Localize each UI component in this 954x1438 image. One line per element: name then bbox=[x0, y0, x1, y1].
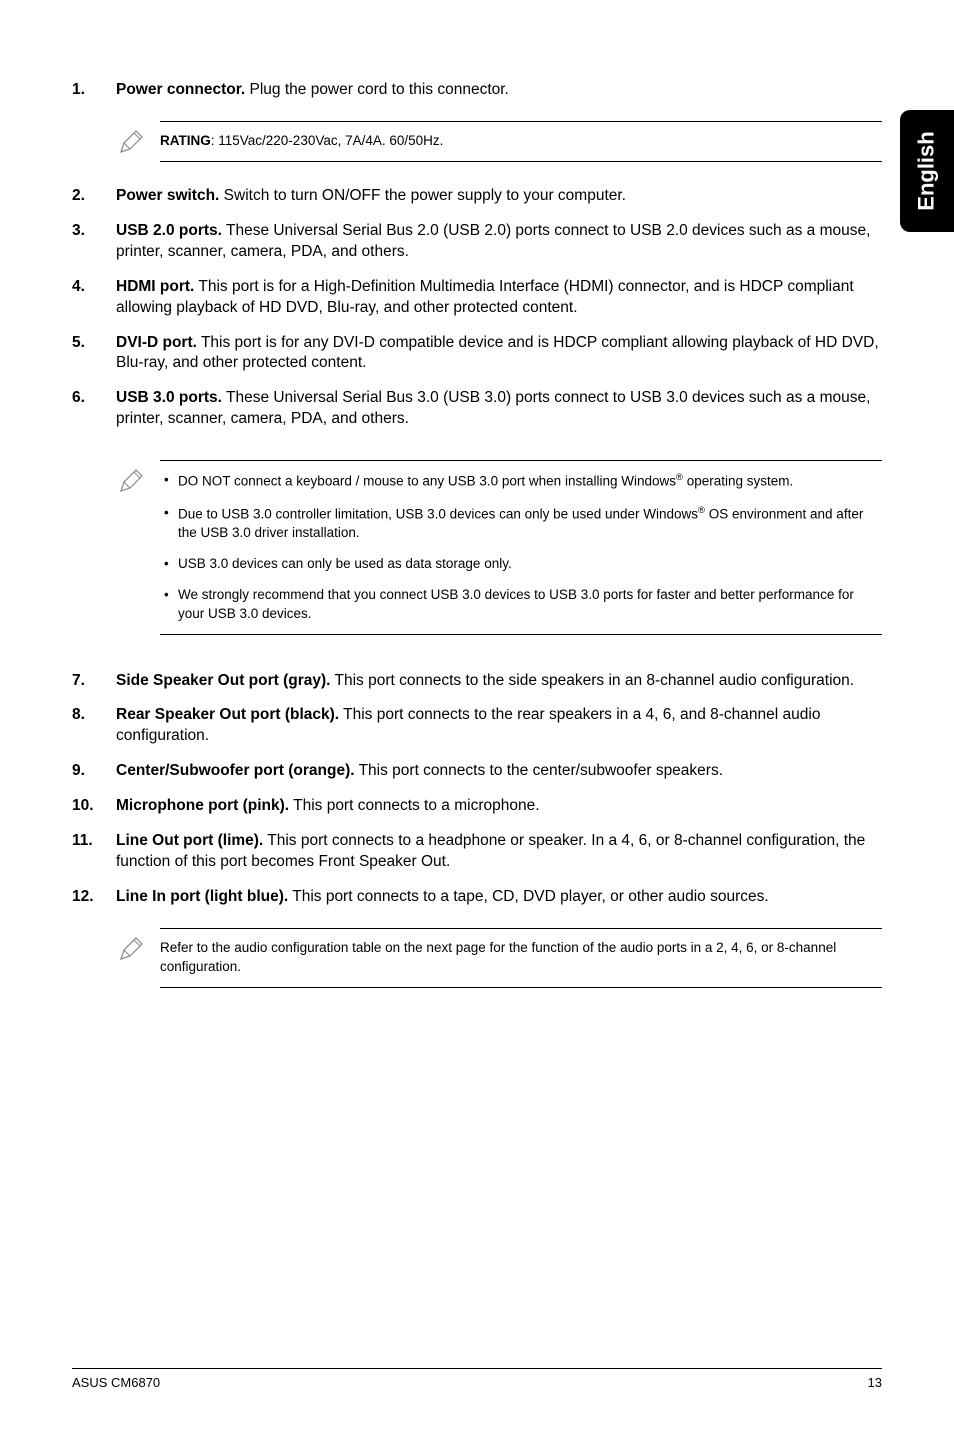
item-body: Line Out port (lime). This port connects… bbox=[116, 831, 882, 873]
list-item: 4. HDMI port. This port is for a High-De… bbox=[72, 277, 882, 319]
item-number: 5. bbox=[72, 333, 116, 375]
item-text: This port connects to a microphone. bbox=[289, 797, 539, 814]
language-tab: English bbox=[900, 110, 954, 232]
item-body: Power connector. Plug the power cord to … bbox=[116, 80, 882, 101]
item-body: USB 2.0 ports. These Universal Serial Bu… bbox=[116, 221, 882, 263]
item-text: Switch to turn ON/OFF the power supply t… bbox=[219, 187, 626, 204]
list-item: 1. Power connector. Plug the power cord … bbox=[72, 80, 882, 101]
item-number: 2. bbox=[72, 186, 116, 207]
note-block: DO NOT connect a keyboard / mouse to any… bbox=[116, 460, 882, 634]
list-item: 9. Center/Subwoofer port (orange). This … bbox=[72, 761, 882, 782]
item-text: These Universal Serial Bus 3.0 (USB 3.0)… bbox=[116, 389, 870, 427]
list-item: 8. Rear Speaker Out port (black). This p… bbox=[72, 705, 882, 747]
list-item: 5. DVI-D port. This port is for any DVI-… bbox=[72, 333, 882, 375]
list-item: 6. USB 3.0 ports. These Universal Serial… bbox=[72, 388, 882, 430]
item-number: 11. bbox=[72, 831, 116, 873]
footer-page-number: 13 bbox=[868, 1375, 882, 1390]
list-item: 7. Side Speaker Out port (gray). This po… bbox=[72, 671, 882, 692]
item-label: Power switch. bbox=[116, 187, 219, 204]
note-label: RATING bbox=[160, 133, 211, 148]
list-item: 12. Line In port (light blue). This port… bbox=[72, 887, 882, 908]
list-item: 3. USB 2.0 ports. These Universal Serial… bbox=[72, 221, 882, 263]
item-text: This port connects to the center/subwoof… bbox=[355, 762, 723, 779]
note-block: Refer to the audio configuration table o… bbox=[116, 928, 882, 988]
language-tab-text: English bbox=[914, 131, 940, 210]
item-label: USB 3.0 ports. bbox=[116, 389, 222, 406]
item-label: USB 2.0 ports. bbox=[116, 222, 222, 239]
page-content: 1. Power connector. Plug the power cord … bbox=[0, 0, 954, 1052]
item-number: 9. bbox=[72, 761, 116, 782]
pencil-icon bbox=[116, 466, 160, 501]
list-item: 2. Power switch. Switch to turn ON/OFF t… bbox=[72, 186, 882, 207]
item-body: Microphone port (pink). This port connec… bbox=[116, 796, 882, 817]
item-body: USB 3.0 ports. These Universal Serial Bu… bbox=[116, 388, 882, 430]
item-text: This port is for a High-Definition Multi… bbox=[116, 278, 854, 316]
item-number: 10. bbox=[72, 796, 116, 817]
item-label: Power connector. bbox=[116, 81, 245, 98]
item-number: 6. bbox=[72, 388, 116, 430]
note-text: : 115Vac/220-230Vac, 7A/4A. 60/50Hz. bbox=[211, 133, 444, 148]
list-item: 11. Line Out port (lime). This port conn… bbox=[72, 831, 882, 873]
item-label: Line Out port (lime). bbox=[116, 832, 263, 849]
item-label: Line In port (light blue). bbox=[116, 888, 288, 905]
note-content: DO NOT connect a keyboard / mouse to any… bbox=[160, 460, 882, 634]
item-label: Side Speaker Out port (gray). bbox=[116, 672, 330, 689]
item-text: These Universal Serial Bus 2.0 (USB 2.0)… bbox=[116, 222, 870, 260]
list-item: 10. Microphone port (pink). This port co… bbox=[72, 796, 882, 817]
note-bullet: DO NOT connect a keyboard / mouse to any… bbox=[160, 471, 882, 491]
pencil-icon bbox=[116, 934, 160, 969]
item-body: Power switch. Switch to turn ON/OFF the … bbox=[116, 186, 882, 207]
note-content: RATING: 115Vac/220-230Vac, 7A/4A. 60/50H… bbox=[160, 121, 882, 162]
item-text: This port connects to a tape, CD, DVD pl… bbox=[288, 888, 768, 905]
note-bullet: We strongly recommend that you connect U… bbox=[160, 586, 882, 624]
note-content: Refer to the audio configuration table o… bbox=[160, 928, 882, 988]
item-body: Side Speaker Out port (gray). This port … bbox=[116, 671, 882, 692]
bullet-text: USB 3.0 devices can only be used as data… bbox=[178, 556, 512, 571]
item-body: Rear Speaker Out port (black). This port… bbox=[116, 705, 882, 747]
bullet-text: operating system. bbox=[683, 474, 793, 489]
item-body: HDMI port. This port is for a High-Defin… bbox=[116, 277, 882, 319]
bullet-text: DO NOT connect a keyboard / mouse to any… bbox=[178, 474, 676, 489]
note-bullet: Due to USB 3.0 controller limitation, US… bbox=[160, 504, 882, 543]
page-footer: ASUS CM6870 13 bbox=[72, 1368, 882, 1390]
item-number: 3. bbox=[72, 221, 116, 263]
reg-mark: ® bbox=[676, 472, 683, 483]
item-number: 8. bbox=[72, 705, 116, 747]
item-body: DVI-D port. This port is for any DVI-D c… bbox=[116, 333, 882, 375]
item-number: 12. bbox=[72, 887, 116, 908]
item-label: Rear Speaker Out port (black). bbox=[116, 706, 339, 723]
note-text: Refer to the audio configuration table o… bbox=[160, 940, 836, 974]
bullet-text: Due to USB 3.0 controller limitation, US… bbox=[178, 506, 698, 521]
pencil-icon bbox=[116, 127, 160, 162]
item-number: 7. bbox=[72, 671, 116, 692]
item-text: Plug the power cord to this connector. bbox=[245, 81, 509, 98]
item-text: This port is for any DVI-D compatible de… bbox=[116, 334, 879, 372]
bullet-text: We strongly recommend that you connect U… bbox=[178, 587, 854, 621]
note-block: RATING: 115Vac/220-230Vac, 7A/4A. 60/50H… bbox=[116, 121, 882, 162]
note-bullet: USB 3.0 devices can only be used as data… bbox=[160, 555, 882, 574]
footer-left: ASUS CM6870 bbox=[72, 1375, 160, 1390]
item-label: Center/Subwoofer port (orange). bbox=[116, 762, 355, 779]
item-body: Center/Subwoofer port (orange). This por… bbox=[116, 761, 882, 782]
item-label: HDMI port. bbox=[116, 278, 194, 295]
item-body: Line In port (light blue). This port con… bbox=[116, 887, 882, 908]
item-label: Microphone port (pink). bbox=[116, 797, 289, 814]
item-number: 4. bbox=[72, 277, 116, 319]
item-number: 1. bbox=[72, 80, 116, 101]
item-label: DVI-D port. bbox=[116, 334, 197, 351]
reg-mark: ® bbox=[698, 505, 705, 516]
item-text: This port connects to the side speakers … bbox=[330, 672, 854, 689]
